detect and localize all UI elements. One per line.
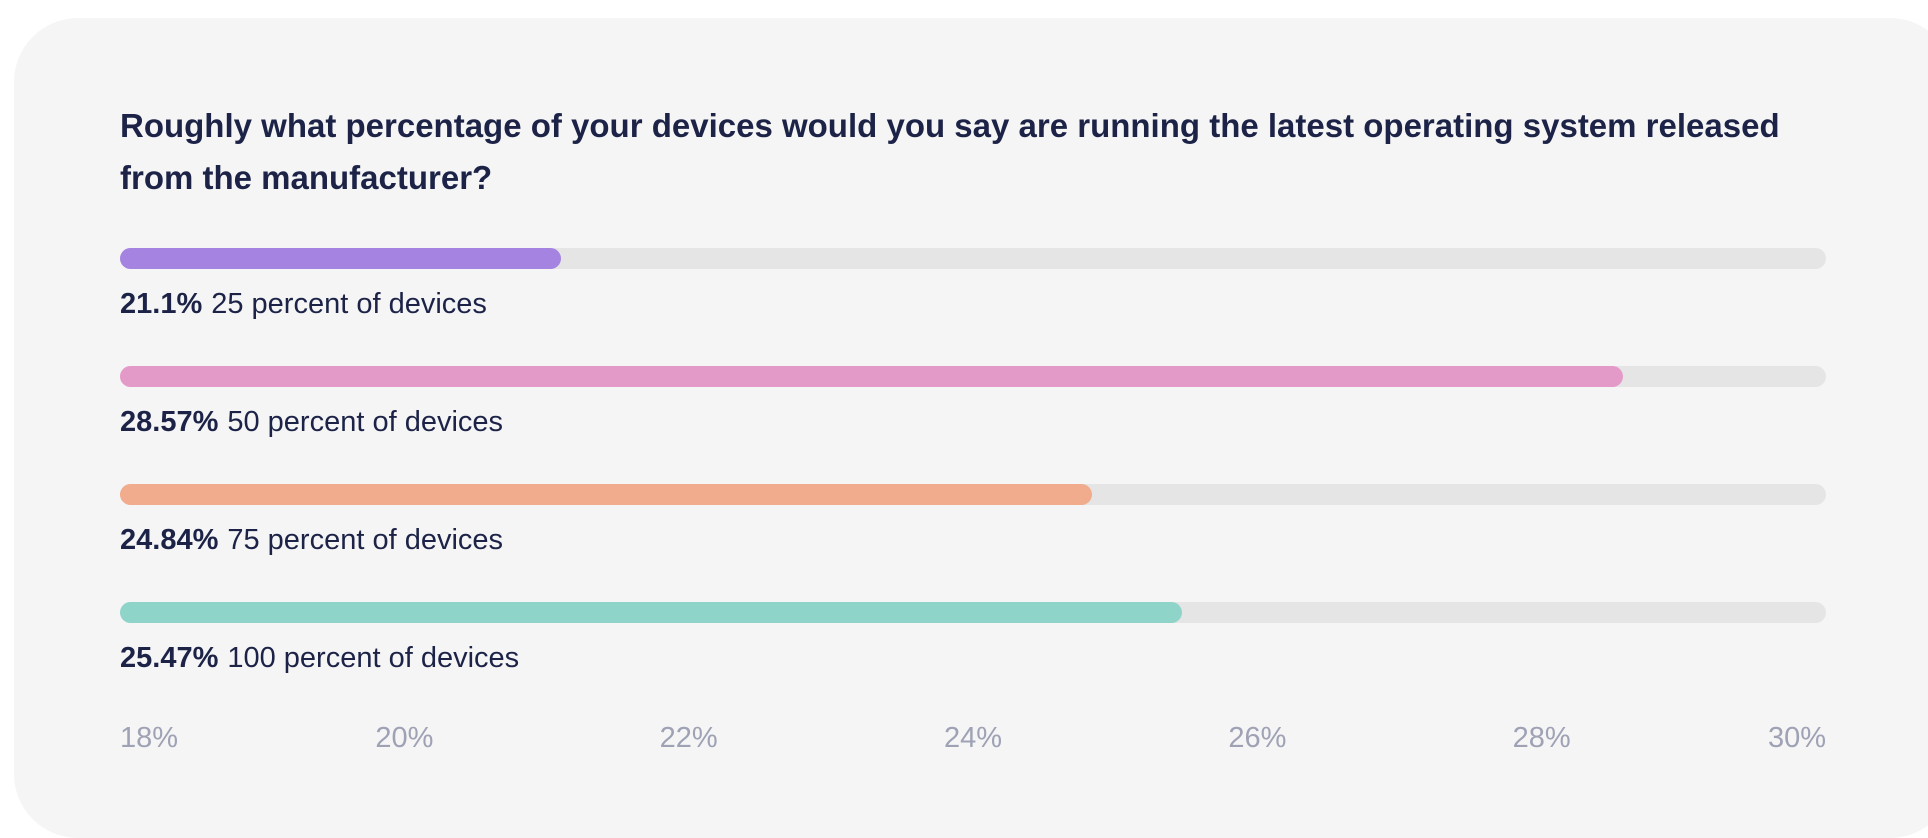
bar	[120, 602, 1182, 623]
x-tick-label: 22%	[659, 722, 718, 754]
x-tick-label: 30%	[1768, 722, 1827, 754]
bar-track	[120, 484, 1826, 505]
bar-value-label: 25.47%	[120, 642, 219, 674]
bar-label: 24.84% 75 percent of devices	[120, 524, 503, 557]
x-tick-label: 20%	[375, 722, 434, 754]
bar-row: 25.47% 100 percent of devices	[120, 598, 1826, 694]
bar-row: 28.57% 50 percent of devices	[120, 362, 1826, 458]
x-tick-label: 18%	[120, 722, 179, 754]
bar-category-label: 100 percent of devices	[227, 642, 520, 674]
x-tick-label: 24%	[944, 722, 1003, 754]
chart-card	[14, 18, 1928, 838]
bar-track	[120, 366, 1826, 387]
bar-category-label: 25 percent of devices	[211, 288, 487, 320]
chart-title: Roughly what percentage of your devices …	[120, 107, 1780, 196]
bar-value-label: 24.84%	[120, 524, 219, 556]
bar-category-label: 50 percent of devices	[227, 406, 504, 438]
bar-track	[120, 602, 1826, 623]
bar-row: 21.1% 25 percent of devices	[120, 244, 1826, 340]
bar-track	[120, 248, 1826, 269]
bar-category-label: 75 percent of devices	[227, 524, 504, 556]
bar-value-label: 21.1%	[120, 288, 203, 320]
bar-value-label: 28.57%	[120, 406, 219, 438]
bar	[120, 484, 1093, 505]
bar-row: 24.84% 75 percent of devices	[120, 480, 1826, 576]
bar-label: 28.57% 50 percent of devices	[120, 406, 503, 439]
bar	[120, 248, 561, 269]
bar-label: 25.47% 100 percent of devices	[120, 642, 519, 675]
x-tick-label: 28%	[1512, 722, 1571, 754]
bar-label: 21.1% 25 percent of devices	[120, 288, 487, 321]
x-axis: 18% 20% 22% 24% 26% 28% 30%	[120, 722, 1826, 762]
x-tick-label: 26%	[1228, 722, 1287, 754]
bar-chart: 21.1% 25 percent of devices 28.57% 50 perce…	[120, 244, 1826, 774]
bar	[120, 366, 1623, 387]
